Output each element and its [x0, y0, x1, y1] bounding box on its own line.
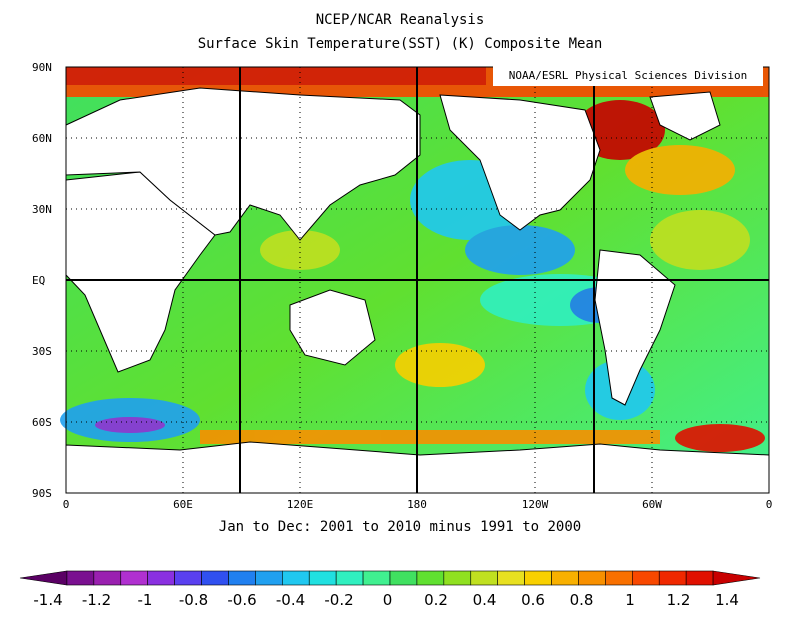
- colorbar-swatch: [201, 570, 229, 586]
- colorbar-swatch: [282, 570, 310, 586]
- colorbar-swatch: [685, 570, 714, 586]
- colorbar-tick-label: -1: [137, 591, 153, 609]
- north-america: [439, 94, 601, 231]
- colorbar-tick-label: 0.2: [424, 591, 448, 609]
- chart-title: NCEP/NCAR Reanalysis: [315, 12, 485, 28]
- colorbar-swatch: [443, 570, 472, 586]
- map-frame: [65, 66, 770, 494]
- colorbar-tick-label: 0.6: [521, 591, 545, 609]
- colorbar-swatch: [524, 570, 552, 586]
- colorbar-tick-label: 1: [625, 591, 635, 609]
- colorbar-swatch: [147, 570, 175, 586]
- colorbar-swatch: [416, 570, 445, 586]
- colorbar-swatch: [362, 570, 391, 586]
- lon-label-0-end: 0: [765, 498, 773, 511]
- colorbar-swatch: [93, 570, 122, 586]
- australia: [289, 289, 376, 366]
- colorbar-tick-label: 1.4: [715, 591, 739, 609]
- colorbar-swatch: [19, 570, 68, 586]
- period-caption: Jan to Dec: 2001 to 2010 minus 1991 to 2…: [218, 519, 582, 535]
- colorbar-tick-label: -0.4: [275, 591, 306, 609]
- colorbar-swatch: [120, 570, 148, 586]
- colorbar-swatch: [335, 570, 364, 586]
- colorbar: [19, 570, 761, 586]
- colorbar-tick-label: 0.8: [569, 591, 594, 609]
- colorbar-tick-label: 1.2: [666, 591, 691, 609]
- lon-label-0: 0: [62, 498, 70, 511]
- grid-dotted: [66, 67, 769, 493]
- lat-label-60n: 60N: [32, 132, 52, 145]
- colorbar-swatch: [389, 570, 418, 586]
- eurasia: [65, 87, 421, 241]
- colorbar-swatch: [605, 570, 633, 586]
- lon-label-60e: 60E: [173, 498, 193, 511]
- lat-label-30n: 30N: [32, 203, 52, 216]
- colorbar-swatch: [174, 570, 202, 586]
- lon-label-60w: 60W: [642, 498, 662, 511]
- colorbar-tick-label: 0.4: [472, 591, 497, 609]
- colorbar-tick-label: 0: [382, 591, 393, 609]
- colorbar-swatch: [308, 570, 337, 586]
- lat-label-90n: 90N: [32, 61, 52, 74]
- colorbar-swatch: [497, 570, 525, 586]
- south-america: [594, 249, 676, 406]
- lat-label-90s: 90S: [32, 487, 52, 500]
- colorbar-tick-label: -0.8: [178, 591, 209, 609]
- lon-label-120w: 120W: [521, 498, 549, 511]
- colorbar-swatch: [658, 570, 687, 586]
- colorbar-tick-label: -1.2: [81, 591, 112, 609]
- chart-subtitle: Surface Skin Temperature(SST) (K) Compos…: [197, 36, 603, 52]
- lat-label-eq: EQ: [32, 274, 46, 287]
- colorbar-tick-label: -0.6: [227, 591, 257, 609]
- colorbar-swatch: [228, 570, 256, 586]
- lat-label-60s: 60S: [32, 416, 52, 429]
- colorbar-swatch: [712, 570, 761, 586]
- antarctic-warm-band: [200, 430, 660, 444]
- colorbar-swatch: [470, 570, 498, 586]
- lon-label-120e: 120E: [286, 498, 314, 511]
- lat-label-30s: 30S: [32, 345, 52, 358]
- colorbar-swatch: [632, 570, 660, 586]
- colorbar-swatch: [66, 570, 95, 586]
- colorbar-swatch: [551, 570, 579, 586]
- greenland: [649, 91, 721, 141]
- colorbar-tick-label: -0.2: [324, 591, 354, 609]
- colorbar-swatch: [255, 570, 283, 586]
- colorbar-tick-label: -1.4: [33, 591, 63, 609]
- lon-label-180: 180: [407, 498, 427, 511]
- colorbar-swatch: [578, 570, 606, 586]
- credit-box: NOAA/ESRL Physical Sciences Division: [493, 66, 763, 86]
